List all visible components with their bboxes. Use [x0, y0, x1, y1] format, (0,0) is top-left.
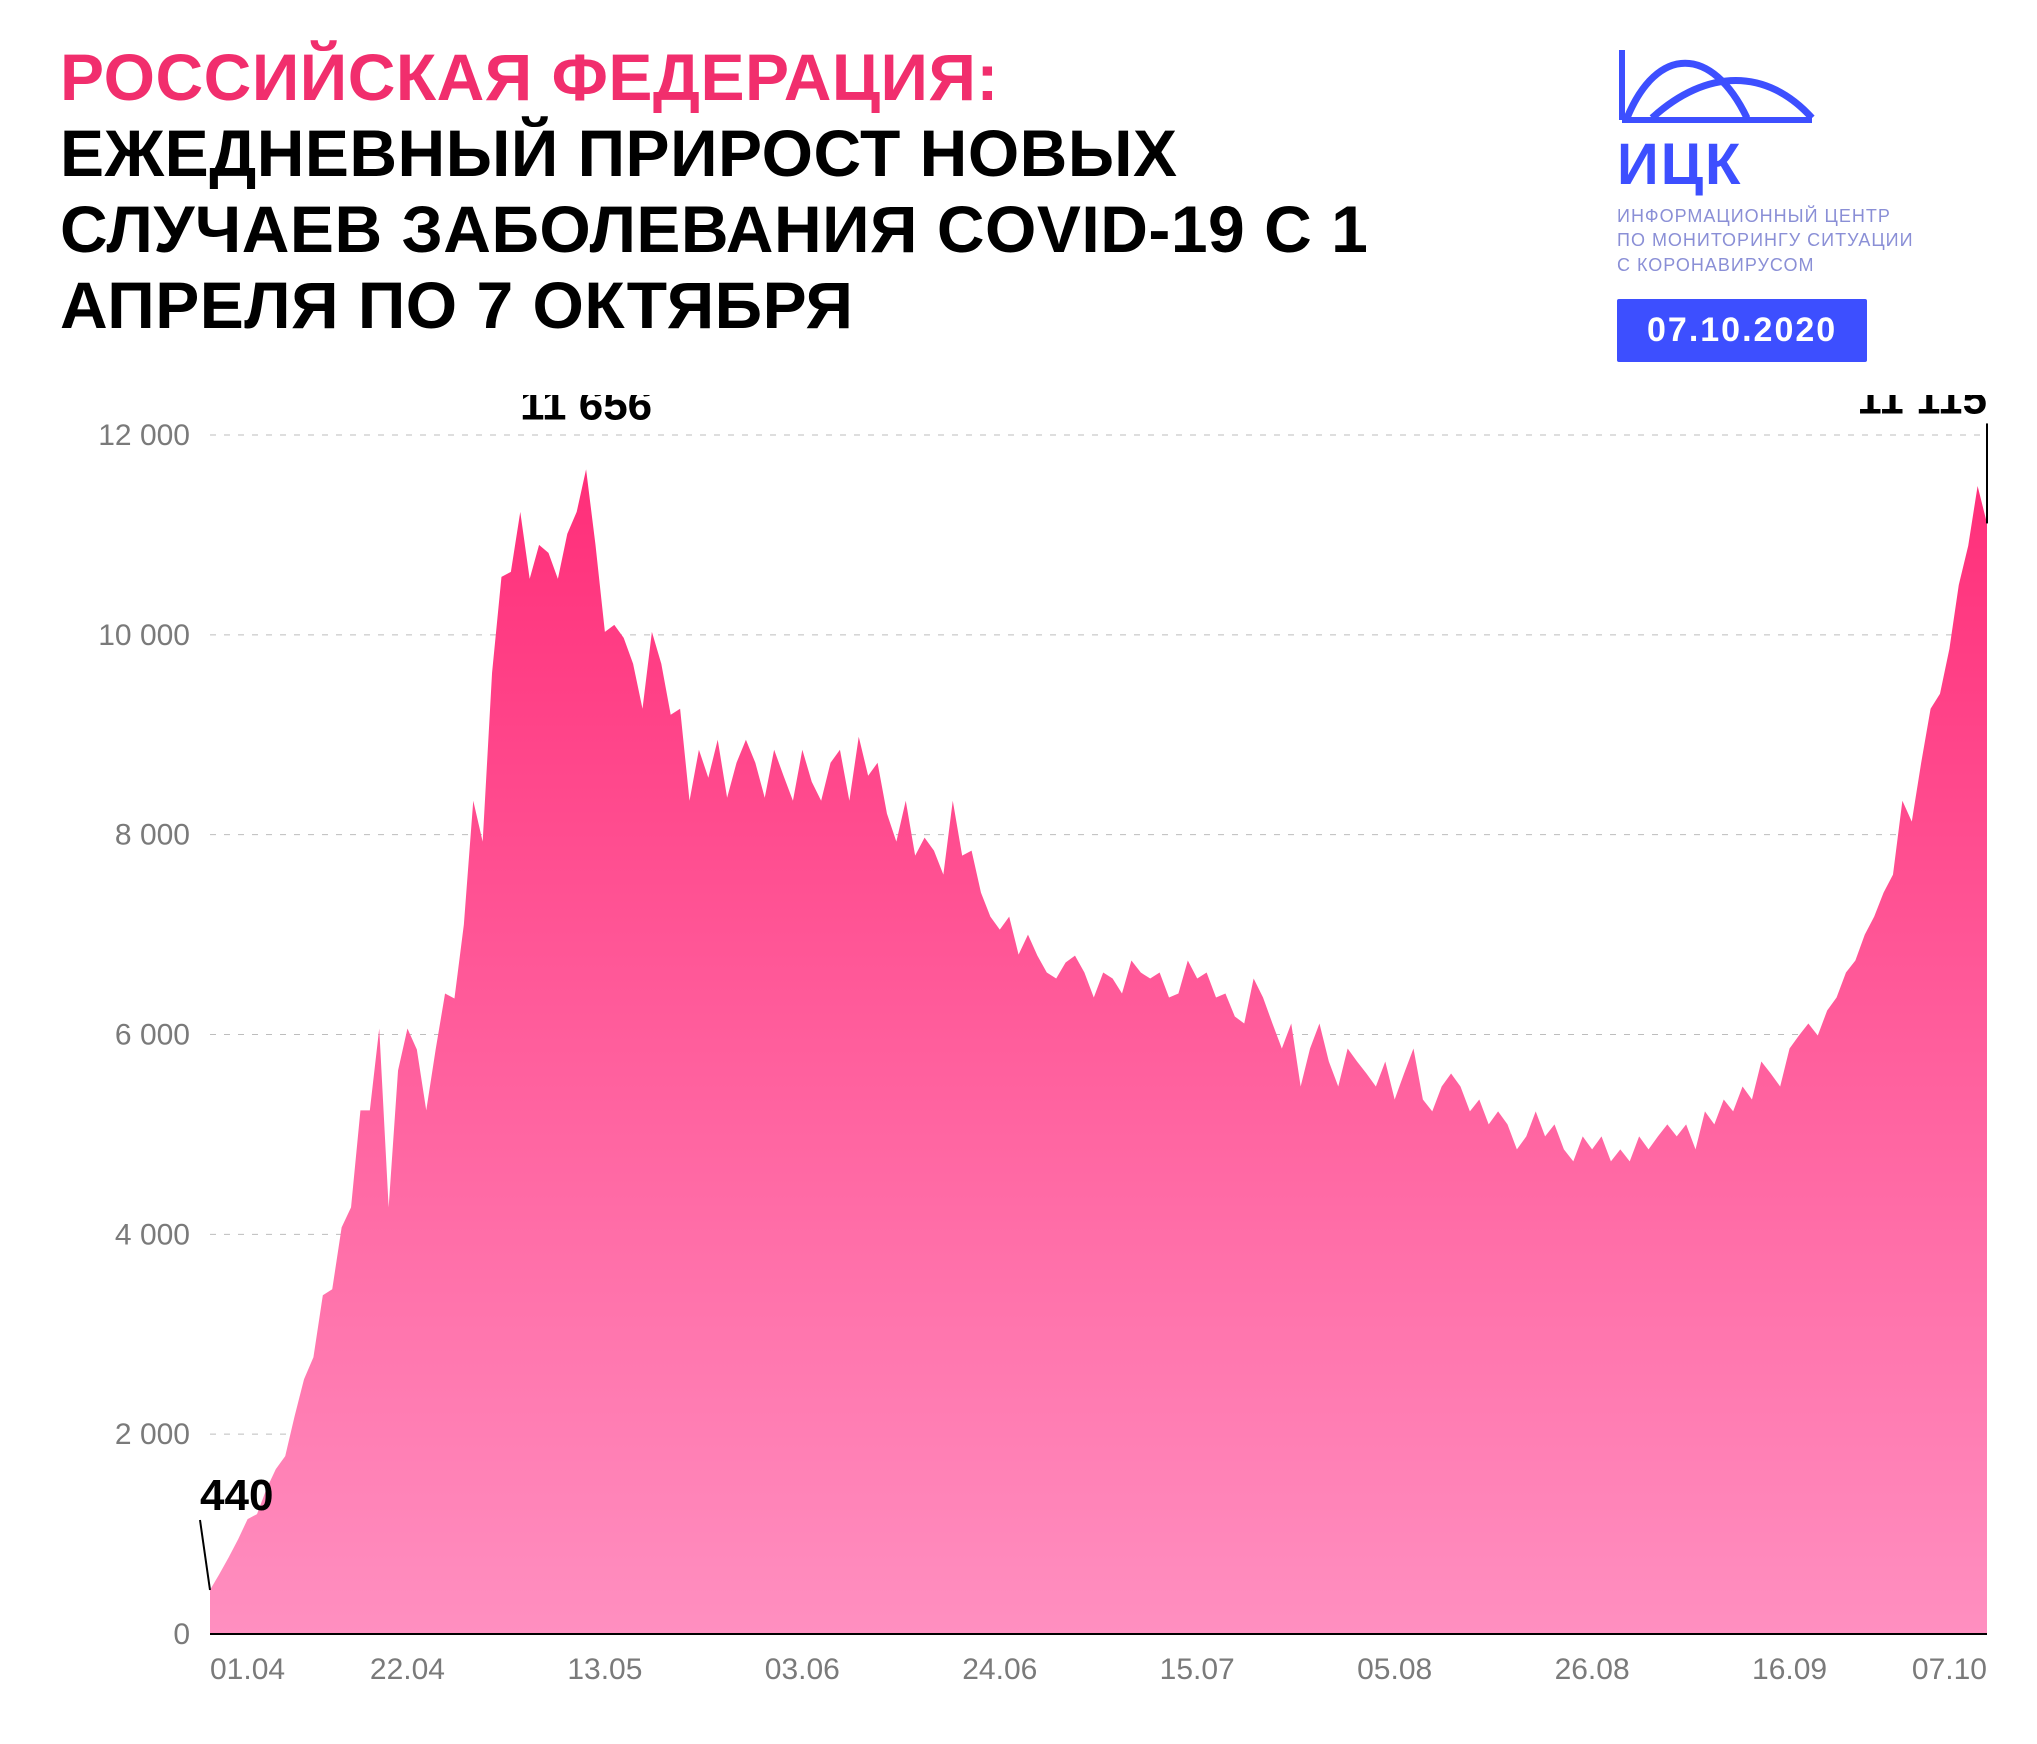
chart-annotation: 11 656: [520, 395, 652, 429]
svg-text:03.06: 03.06: [765, 1653, 840, 1686]
logo-sub-line3: С КОРОНАВИРУСОМ: [1617, 253, 1977, 277]
logo-curve-icon: [1617, 40, 1817, 130]
covid-chart: 0 2 000 4 000 6 000 8 000 10 000 12 000 01.04 22…: [60, 395, 2007, 1714]
svg-text:22.04: 22.04: [370, 1653, 445, 1686]
title-block: РОССИЙСКАЯ ФЕДЕРАЦИЯ: ЕЖЕДНЕВНЫЙ ПРИРОСТ…: [60, 40, 1460, 344]
svg-text:12 000: 12 000: [98, 419, 190, 452]
area-series: [210, 469, 1987, 1634]
logo-sub-line2: ПО МОНИТОРИНГУ СИТУАЦИИ: [1617, 228, 1977, 252]
chart-annotation: 11 115: [1857, 395, 1987, 423]
title-prefix: РОССИЙСКАЯ ФЕДЕРАЦИЯ:: [60, 40, 999, 114]
svg-text:10 000: 10 000: [98, 619, 190, 652]
svg-text:15.07: 15.07: [1160, 1653, 1235, 1686]
header: РОССИЙСКАЯ ФЕДЕРАЦИЯ: ЕЖЕДНЕВНЫЙ ПРИРОСТ…: [60, 40, 1977, 362]
chart-svg: 0 2 000 4 000 6 000 8 000 10 000 12 000 01.04 22…: [60, 395, 2007, 1714]
logo-sub-line1: ИНФОРМАЦИОННЫЙ ЦЕНТР: [1617, 204, 1977, 228]
date-badge: 07.10.2020: [1617, 299, 1867, 362]
logo-block: ИЦК ИНФОРМАЦИОННЫЙ ЦЕНТР ПО МОНИТОРИНГУ …: [1617, 40, 1977, 362]
logo-text: ИЦК: [1617, 136, 1977, 194]
svg-text:8 000: 8 000: [115, 819, 190, 852]
page-title: РОССИЙСКАЯ ФЕДЕРАЦИЯ: ЕЖЕДНЕВНЫЙ ПРИРОСТ…: [60, 40, 1460, 344]
title-rest: ЕЖЕДНЕВНЫЙ ПРИРОСТ НОВЫХ СЛУЧАЕВ ЗАБОЛЕВ…: [60, 116, 1368, 342]
svg-text:05.08: 05.08: [1357, 1653, 1432, 1686]
svg-text:13.05: 13.05: [567, 1653, 642, 1686]
chart-annotation: 440: [200, 1471, 273, 1520]
svg-text:01.04: 01.04: [210, 1653, 285, 1686]
svg-text:4 000: 4 000: [115, 1218, 190, 1251]
svg-text:07.10: 07.10: [1912, 1653, 1987, 1686]
svg-text:0: 0: [173, 1618, 190, 1651]
svg-text:6 000: 6 000: [115, 1019, 190, 1052]
svg-text:16.09: 16.09: [1752, 1653, 1827, 1686]
svg-text:2 000: 2 000: [115, 1418, 190, 1451]
svg-text:26.08: 26.08: [1555, 1653, 1630, 1686]
svg-text:24.06: 24.06: [962, 1653, 1037, 1686]
logo-subtitle: ИНФОРМАЦИОННЫЙ ЦЕНТР ПО МОНИТОРИНГУ СИТУ…: [1617, 204, 1977, 277]
